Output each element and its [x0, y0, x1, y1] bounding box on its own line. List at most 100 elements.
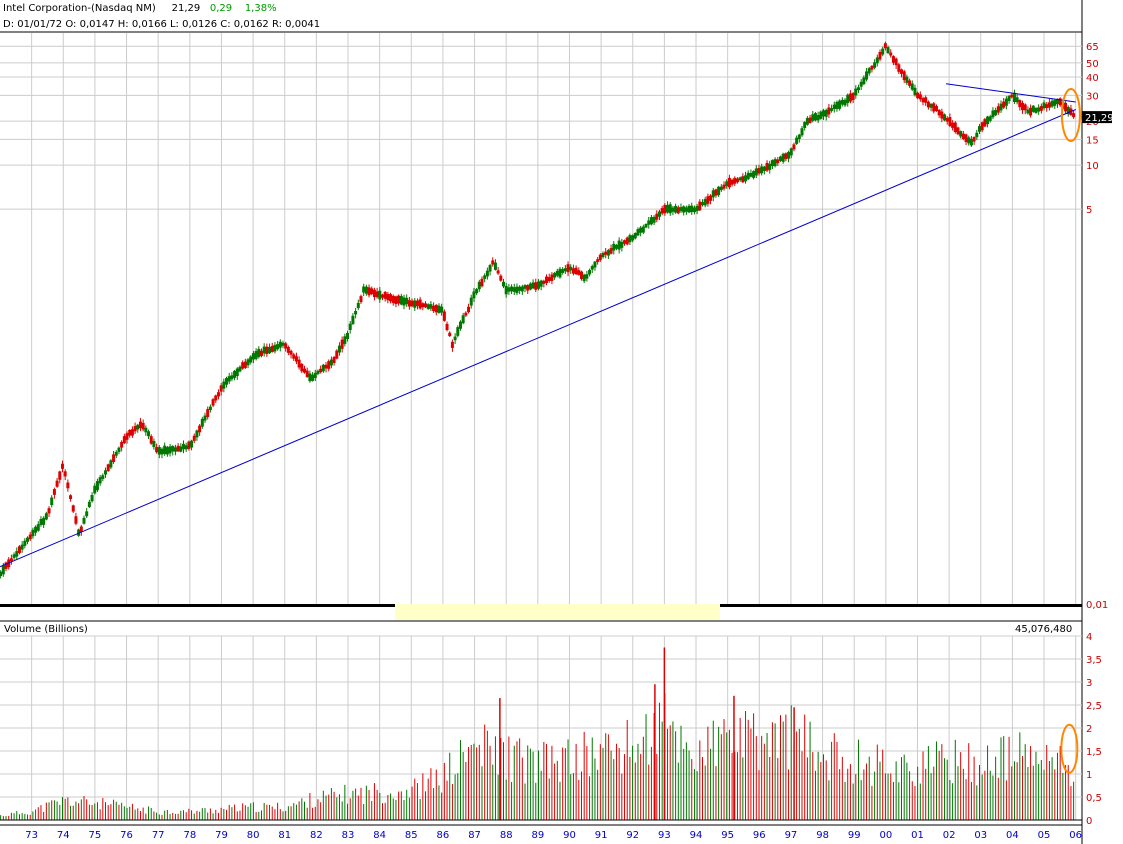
price-candle-body [1066, 106, 1070, 115]
price-candle-body [733, 177, 737, 184]
price-candle-body [60, 463, 64, 469]
price-candle-body [641, 226, 645, 233]
price-candle-body [383, 291, 387, 299]
x-tick-label: 06 [1069, 830, 1082, 841]
price-candle-body [631, 235, 635, 241]
price-candle-body [835, 102, 839, 109]
price-candle-body [356, 302, 360, 309]
price-candle-body [725, 181, 729, 187]
x-tick-label: 79 [215, 830, 228, 841]
price-candle-body [687, 205, 691, 213]
x-tick-label: 73 [25, 830, 38, 841]
price-candle-body [294, 356, 298, 362]
x-tick-label: 97 [785, 830, 798, 841]
price-candle-body [526, 285, 530, 291]
price-candle-body [854, 88, 858, 96]
price-candle-body [31, 529, 35, 537]
price-candle-body [257, 348, 261, 357]
price-candle-body [335, 350, 339, 359]
price-candle-body [520, 286, 524, 292]
price-candle-body [937, 109, 941, 116]
price-candle-body [95, 481, 99, 491]
price-candle-body [42, 517, 46, 525]
price-candle-body [184, 445, 188, 450]
price-candle-body [614, 244, 618, 249]
price-candle-body [754, 168, 758, 176]
price-candle-body [735, 178, 739, 183]
price-candle-body [122, 436, 126, 444]
price-candle-body [816, 115, 820, 121]
price-candle-body [657, 211, 661, 217]
price-candle-body [149, 436, 153, 444]
price-candle-body [639, 227, 643, 233]
price-candle-body [502, 281, 506, 287]
x-tick-label: 88 [500, 830, 513, 841]
price-candle-body [722, 184, 726, 189]
price-candle-body [961, 133, 965, 139]
price-candle-body [485, 270, 489, 277]
price-candle-body [674, 205, 678, 213]
price-candle-body [114, 451, 118, 456]
price-candle-body [762, 166, 766, 172]
price-candle-body [711, 190, 715, 198]
price-candle-body [144, 427, 148, 433]
price-candle-body [902, 71, 906, 81]
x-tick-label: 89 [531, 830, 544, 841]
price-candle-body [717, 186, 721, 196]
price-candle-body [138, 421, 142, 429]
price-candle-body [822, 110, 826, 117]
price-candle-body [776, 159, 780, 164]
price-candle-body [305, 370, 309, 377]
price-candle-body [588, 270, 592, 275]
price-candle-body [859, 81, 863, 87]
price-candle-body [198, 425, 202, 433]
price-candle-body [606, 250, 610, 256]
price-candle-body [666, 204, 670, 213]
price-candle-body [195, 430, 199, 438]
price-candle-body [410, 300, 414, 307]
price-candle-body [956, 127, 960, 135]
price-candle-body [265, 346, 269, 355]
price-candle-body [926, 101, 930, 108]
last-price: 21,29 [171, 3, 201, 14]
price-candle-body [792, 144, 796, 150]
price-y-tick-label: 40 [1086, 73, 1099, 84]
volume-y-tick-label: 0,5 [1086, 793, 1102, 804]
price-candle-body [464, 312, 468, 316]
price-candle-body [945, 117, 949, 122]
price-candle-body [1045, 104, 1049, 108]
price-candle-body [85, 511, 89, 517]
price-candle-body [362, 286, 366, 293]
price-candle-body [628, 235, 632, 243]
price-candle-body [445, 323, 449, 331]
price-candle-body [211, 399, 215, 406]
price-candle-body [214, 395, 218, 401]
price-candle-body [612, 243, 616, 251]
x-tick-label: 01 [911, 830, 924, 841]
volume-y-tick-label: 3,5 [1086, 655, 1102, 666]
price-candle-body [493, 262, 497, 270]
volume-y-tick-label: 2 [1086, 724, 1092, 735]
price-candle-body [940, 111, 944, 119]
price-candle-body [52, 489, 56, 495]
price-candle-body [222, 381, 226, 389]
price-candle-body [0, 571, 3, 577]
price-candle-body [865, 71, 869, 80]
price-candle-body [894, 58, 898, 66]
x-tick-label: 96 [753, 830, 766, 841]
price-candle-body [972, 136, 976, 142]
price-change: 0,29 [209, 3, 233, 14]
price-candle-body [787, 151, 791, 159]
price-candle-body [528, 283, 532, 290]
price-candle-body [23, 540, 27, 546]
price-candle-body [1021, 102, 1025, 111]
price-candle-body [1026, 109, 1030, 114]
price-candle-body [512, 287, 516, 292]
price-candle-body [171, 446, 175, 452]
price-candle-body [469, 297, 473, 306]
price-candle-body [953, 122, 957, 132]
price-candle-body [980, 122, 984, 131]
price-candle-body [125, 433, 129, 440]
price-candle-body [684, 207, 688, 212]
